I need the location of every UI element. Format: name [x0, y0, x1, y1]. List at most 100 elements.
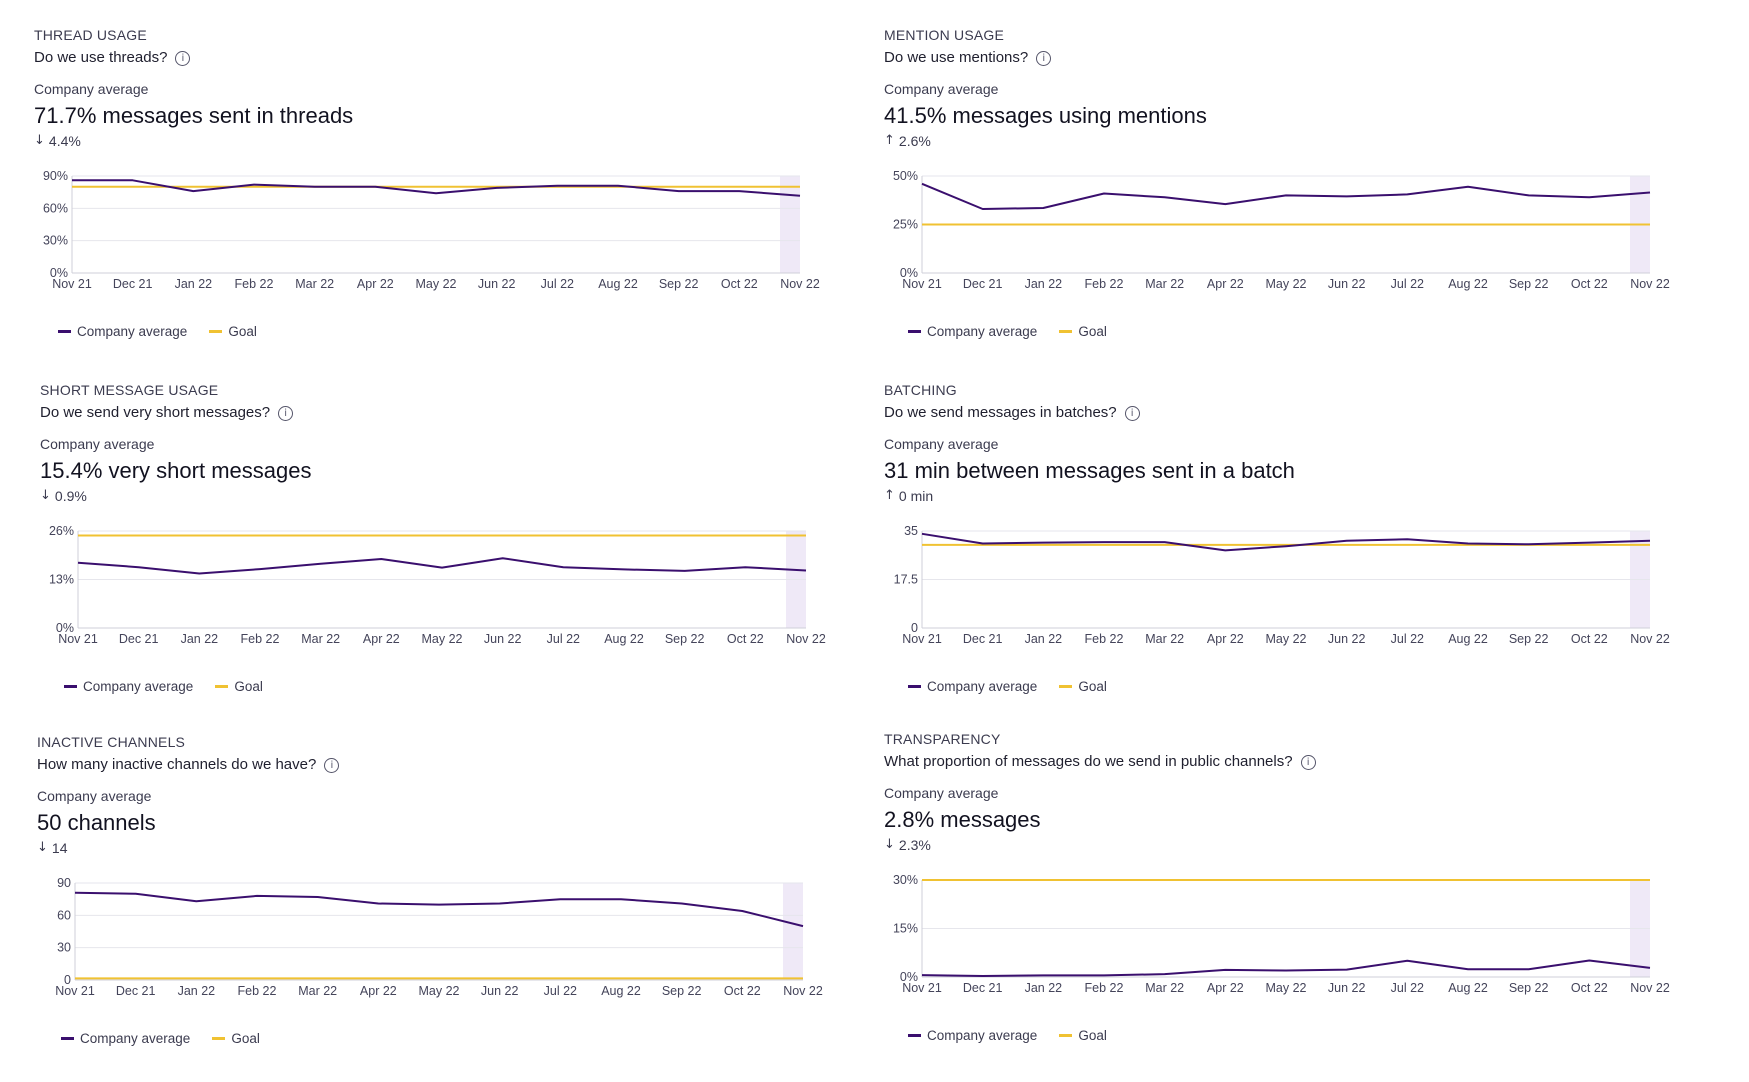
legend-swatch [908, 330, 921, 333]
x-tick-label: Aug 22 [1448, 632, 1488, 646]
legend-label: Goal [231, 1031, 260, 1046]
legend-swatch [58, 330, 71, 333]
x-tick-label: May 22 [416, 277, 457, 291]
line-chart[interactable]: 0% 13% 26% Nov 21 Dec 21 Jan 22 Feb 22 Mar 22 Ap… [40, 521, 900, 656]
legend-item-goal[interactable]: Goal [1059, 679, 1107, 694]
question-text: Do we send messages in batches? [884, 404, 1117, 421]
legend-label: Goal [1078, 324, 1107, 339]
y-tick-label: 0% [900, 266, 918, 280]
series-line-company-average [921, 959, 1651, 977]
line-chart[interactable]: 0 30 60 90 Nov 21 Dec 21 Jan 22 Feb 22 Mar 22 Apr… [37, 873, 897, 1008]
panel-kicker: SHORT MESSAGE USAGE [40, 382, 219, 398]
x-tick-label: Oct 22 [727, 632, 764, 646]
panel-kicker: TRANSPARENCY [884, 731, 1001, 747]
legend-label: Company average [77, 324, 188, 339]
arrow-down-icon: ↓ [37, 840, 48, 855]
y-tick-label: 15% [893, 922, 918, 936]
y-tick-label: 30 [57, 941, 71, 955]
info-icon[interactable]: i [1300, 754, 1316, 770]
x-tick-label: Nov 21 [52, 277, 92, 291]
panel-question: Do we send very short messages? i [40, 403, 900, 423]
y-tick-label: 17.5 [894, 573, 918, 587]
x-tick-label: Sep 22 [1509, 277, 1549, 291]
x-tick-label: Aug 22 [1448, 981, 1488, 995]
panel-kicker: INACTIVE CHANNELS [37, 734, 186, 750]
delta: ↑ 0 min [884, 487, 1744, 505]
y-tick-label: 0 [911, 621, 918, 635]
delta: ↓ 14 [37, 839, 897, 857]
x-tick-label: Feb 22 [1085, 981, 1124, 995]
x-tick-label: Feb 22 [241, 632, 280, 646]
y-tick-label: 25% [893, 218, 918, 232]
legend-item-company-average[interactable]: Company average [64, 679, 193, 694]
legend-item-company-average[interactable]: Company average [58, 324, 187, 339]
legend-item-goal[interactable]: Goal [212, 1031, 260, 1046]
panel-question: Do we use threads? i [34, 48, 894, 68]
y-tick-label: 90 [57, 876, 71, 890]
line-chart[interactable]: 0% 25% 50% Nov 21 Dec 21 Jan 22 Feb 22 Mar 22 Ap… [884, 166, 1744, 301]
x-tick-label: Apr 22 [360, 984, 397, 998]
delta-value: 0 min [898, 488, 934, 504]
x-tick-label: Dec 21 [119, 632, 159, 646]
headline-metric: 41.5% messages using mentions [884, 103, 1207, 128]
legend-swatch [1059, 685, 1073, 688]
y-tick-label: 30% [893, 873, 918, 887]
legend-item-company-average[interactable]: Company average [61, 1031, 190, 1046]
current-period-highlight [780, 176, 800, 273]
series-line-company-average [72, 179, 801, 197]
legend-item-goal[interactable]: Goal [215, 679, 263, 694]
x-tick-label: Jan 22 [1025, 981, 1063, 995]
x-tick-label: Nov 22 [1630, 981, 1670, 995]
x-tick-label: May 22 [419, 984, 460, 998]
x-tick-label: Jun 22 [481, 984, 519, 998]
y-tick-label: 0% [50, 266, 68, 280]
legend-item-company-average[interactable]: Company average [908, 679, 1037, 694]
line-chart[interactable]: 0% 15% 30% Nov 21 Dec 21 Jan 22 Feb 22 Mar 22 Ap… [884, 870, 1744, 1005]
legend-item-goal[interactable]: Goal [1059, 324, 1107, 339]
delta-value: 2.3% [898, 837, 931, 853]
x-tick-label: Nov 22 [780, 277, 820, 291]
info-icon[interactable]: i [1036, 50, 1052, 66]
x-tick-label: Jul 22 [541, 277, 574, 291]
avg-label: Company average [37, 788, 152, 804]
line-chart[interactable]: 0 17.5 35 Nov 21 Dec 21 Jan 22 Feb 22 Mar 22 Apr… [884, 521, 1744, 656]
x-tick-label: Jul 22 [547, 632, 580, 646]
legend-item-goal[interactable]: Goal [209, 324, 257, 339]
legend-label: Company average [927, 324, 1038, 339]
x-tick-label: Oct 22 [1571, 981, 1608, 995]
line-chart[interactable]: 0% 30% 60% 90% Nov 21 Dec 21 Jan 22 Feb 22 Mar 2… [34, 166, 894, 301]
legend: Company average Goal [61, 1031, 260, 1046]
info-icon[interactable]: i [278, 405, 294, 421]
x-tick-label: Oct 22 [1571, 277, 1608, 291]
info-icon[interactable]: i [324, 757, 340, 773]
series-line-company-average [77, 557, 807, 575]
x-tick-label: Apr 22 [363, 632, 400, 646]
x-tick-label: Apr 22 [357, 277, 394, 291]
series-line-company-average [74, 891, 804, 928]
legend-item-company-average[interactable]: Company average [908, 1028, 1037, 1043]
x-tick-label: Dec 21 [963, 981, 1003, 995]
legend-item-goal[interactable]: Goal [1059, 1028, 1107, 1043]
legend-label: Company average [80, 1031, 191, 1046]
delta: ↓ 2.3% [884, 836, 1744, 854]
panel-question: Do we use mentions? i [884, 48, 1744, 68]
x-tick-label: Nov 22 [1630, 277, 1670, 291]
headline-metric: 50 channels [37, 810, 156, 835]
x-tick-label: Nov 21 [55, 984, 95, 998]
legend: Company average Goal [58, 324, 257, 339]
question-text: Do we send very short messages? [40, 404, 271, 421]
x-tick-label: Jan 22 [1025, 632, 1063, 646]
avg-label: Company average [884, 436, 999, 452]
delta-value: 2.6% [898, 133, 931, 149]
info-icon[interactable]: i [175, 50, 191, 66]
legend: Company average Goal [64, 679, 263, 694]
x-tick-label: Mar 22 [1145, 632, 1184, 646]
x-tick-label: Jan 22 [181, 632, 219, 646]
info-icon[interactable]: i [1124, 405, 1140, 421]
y-tick-label: 0% [56, 621, 74, 635]
legend-item-company-average[interactable]: Company average [908, 324, 1037, 339]
question-text: Do we use threads? [34, 49, 168, 66]
legend-label: Company average [927, 679, 1038, 694]
series-line-company-average [921, 182, 1651, 210]
legend-swatch [908, 1034, 921, 1037]
